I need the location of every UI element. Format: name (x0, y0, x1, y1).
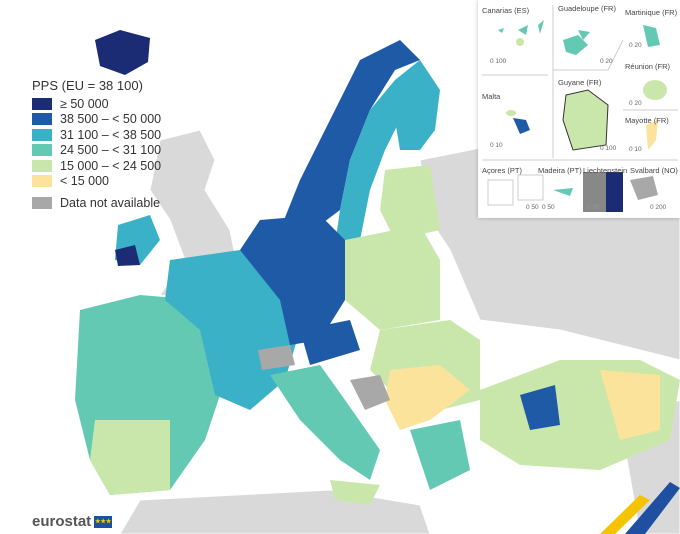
legend-item: ≥ 50 000 (32, 96, 161, 112)
scale-bar: 0 50 (526, 204, 539, 211)
legend-swatch (32, 97, 52, 110)
inset-label: Malta (482, 92, 501, 101)
legend-swatch (32, 175, 52, 188)
legend-swatch (32, 128, 52, 141)
scale-bar: 0 100 (600, 145, 617, 152)
legend-title: PPS (EU = 38 100) (32, 78, 143, 93)
regions (75, 30, 680, 505)
legend-label: 31 100 – < 38 500 (60, 127, 162, 142)
scale-bar: 0 10 (587, 204, 600, 211)
inset-panel: Canarias (ES) 0 100 Guadeloupe (FR) 0 20 M… (478, 0, 680, 218)
inset-label: Canarias (ES) (482, 6, 530, 15)
scale-bar: 0 20 (600, 58, 613, 65)
scale-bar: 0 20 (629, 100, 642, 107)
inset-label: Martinique (FR) (625, 8, 678, 17)
scale-bar: 0 10 (490, 142, 503, 149)
legend-swatch (32, 196, 52, 209)
scale-bar: 0 100 (490, 58, 507, 65)
legend-swatch (32, 113, 52, 126)
legend-label: < 15 000 (60, 174, 110, 189)
legend-swatch (32, 159, 52, 172)
legend-label: 15 000 – < 24 500 (60, 158, 162, 173)
legend-swatch (32, 144, 52, 157)
legend-item: 31 100 – < 38 500 (32, 127, 161, 143)
legend-label: ≥ 50 000 (60, 96, 109, 111)
inset-label: Liechtenstein (583, 166, 628, 175)
inset-label: Guyane (FR) (558, 78, 602, 87)
legend-item: 24 500 – < 31 100 (32, 143, 161, 159)
legend-label: 24 500 – < 31 100 (60, 143, 162, 158)
scale-bar: 0 20 (629, 42, 642, 49)
legend-item: < 15 000 (32, 174, 161, 190)
scale-bar: 0 50 (542, 204, 555, 211)
legend-item: 15 000 – < 24 500 (32, 158, 161, 174)
inset-label: Açores (PT) (482, 166, 523, 175)
inset-label: Mayotte (FR) (625, 116, 669, 125)
eu-flag-icon: ★★★ (94, 515, 113, 528)
inset-label: Réunion (FR) (625, 62, 671, 71)
inset-label: Madeira (PT) (538, 166, 582, 175)
legend-item: 38 500 – < 50 000 (32, 112, 161, 128)
legend-label: Data not available (60, 195, 161, 210)
inset-label: Guadeloupe (FR) (558, 4, 616, 13)
scale-bar: 0 10 (629, 146, 642, 153)
legend-label: 38 500 – < 50 000 (60, 112, 162, 127)
logo-text: eurostat (32, 513, 92, 530)
inset-shapes (482, 5, 678, 212)
inset-label: Svalbard (NO) (630, 166, 678, 175)
legend-item-na: Data not available (32, 195, 161, 211)
scale-bar: 0 200 (650, 204, 667, 211)
legend: PPS (EU = 38 100) ≥ 50 000 38 500 – < 50… (32, 78, 161, 211)
eurostat-logo: eurostat ★★★ (32, 513, 113, 530)
